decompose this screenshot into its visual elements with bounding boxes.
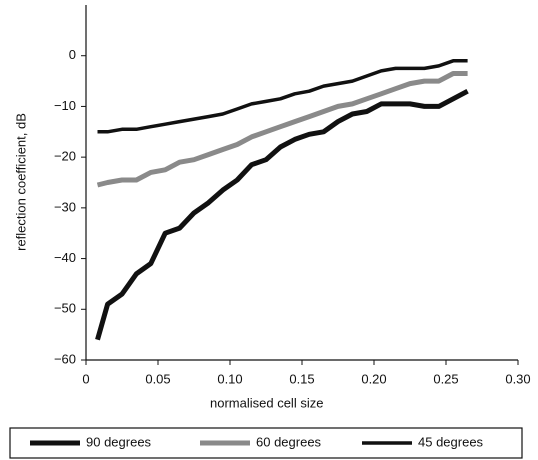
x-axis-label: normalised cell size	[210, 395, 323, 410]
y-tick-label: −60	[54, 351, 76, 366]
legend-label: 90 degrees	[86, 434, 152, 449]
series-line	[95, 88, 469, 341]
y-tick-label: −50	[54, 301, 76, 316]
y-tick-label: −10	[54, 98, 76, 113]
legend-label: 60 degrees	[256, 434, 322, 449]
y-tick-label: −40	[54, 250, 76, 265]
y-tick-label: −30	[54, 199, 76, 214]
x-tick-label: 0.20	[361, 371, 386, 386]
x-tick-label: 0.15	[289, 371, 314, 386]
x-tick-label: 0.10	[217, 371, 242, 386]
y-tick-label: −20	[54, 149, 76, 164]
y-axis-label: reflection coefficient, dB	[13, 113, 28, 251]
x-tick-label: 0.25	[433, 371, 458, 386]
series-line	[96, 71, 468, 188]
x-tick-label: 0	[82, 371, 89, 386]
y-tick-label: 0	[69, 47, 76, 62]
legend-box	[9, 427, 523, 459]
legend-label: 45 degrees	[418, 434, 484, 449]
series-line	[97, 59, 468, 134]
x-tick-label: 0.05	[145, 371, 170, 386]
x-tick-label: 0.30	[505, 371, 530, 386]
